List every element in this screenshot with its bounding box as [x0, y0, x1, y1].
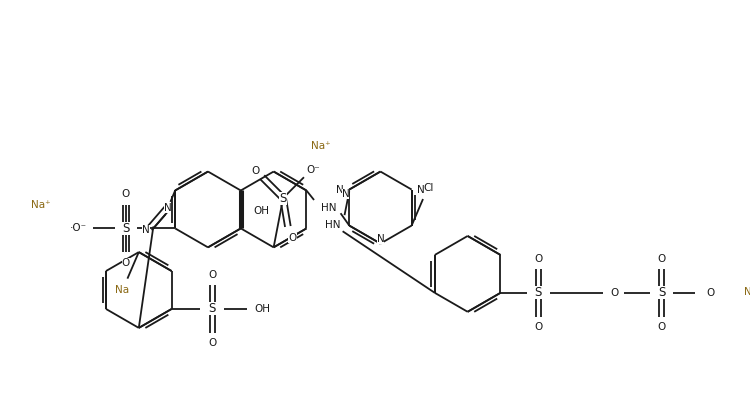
Text: O: O: [610, 288, 618, 298]
Text: O⁻: O⁻: [307, 165, 320, 175]
Text: S: S: [280, 192, 286, 205]
Text: N: N: [417, 185, 425, 195]
Text: HN: HN: [320, 203, 336, 213]
Text: OH: OH: [254, 304, 271, 314]
Text: O: O: [122, 189, 130, 199]
Text: S: S: [209, 302, 216, 316]
Text: S: S: [122, 222, 130, 235]
Text: O: O: [209, 338, 217, 348]
Text: O: O: [706, 288, 715, 298]
Text: HN: HN: [326, 219, 341, 229]
Text: ·O⁻: ·O⁻: [70, 223, 87, 233]
Text: O: O: [658, 322, 666, 332]
Text: O: O: [534, 322, 542, 332]
Text: N: N: [164, 203, 172, 213]
Text: N: N: [376, 234, 384, 244]
Text: O: O: [122, 257, 130, 267]
Text: N: N: [341, 189, 350, 199]
Text: Cl: Cl: [424, 183, 434, 193]
Text: O: O: [289, 233, 297, 243]
Text: Na⁺: Na⁺: [311, 141, 331, 151]
Text: Na: Na: [743, 287, 750, 297]
Text: O: O: [209, 270, 217, 280]
Text: Na⁺: Na⁺: [31, 200, 50, 210]
Text: S: S: [658, 286, 665, 299]
Text: O: O: [251, 166, 260, 176]
Text: O: O: [658, 254, 666, 264]
Text: S: S: [535, 286, 542, 299]
Text: Na: Na: [115, 285, 129, 295]
Text: OH: OH: [254, 206, 270, 216]
Text: N: N: [336, 185, 344, 195]
Text: N: N: [142, 225, 150, 235]
Text: O: O: [534, 254, 542, 264]
